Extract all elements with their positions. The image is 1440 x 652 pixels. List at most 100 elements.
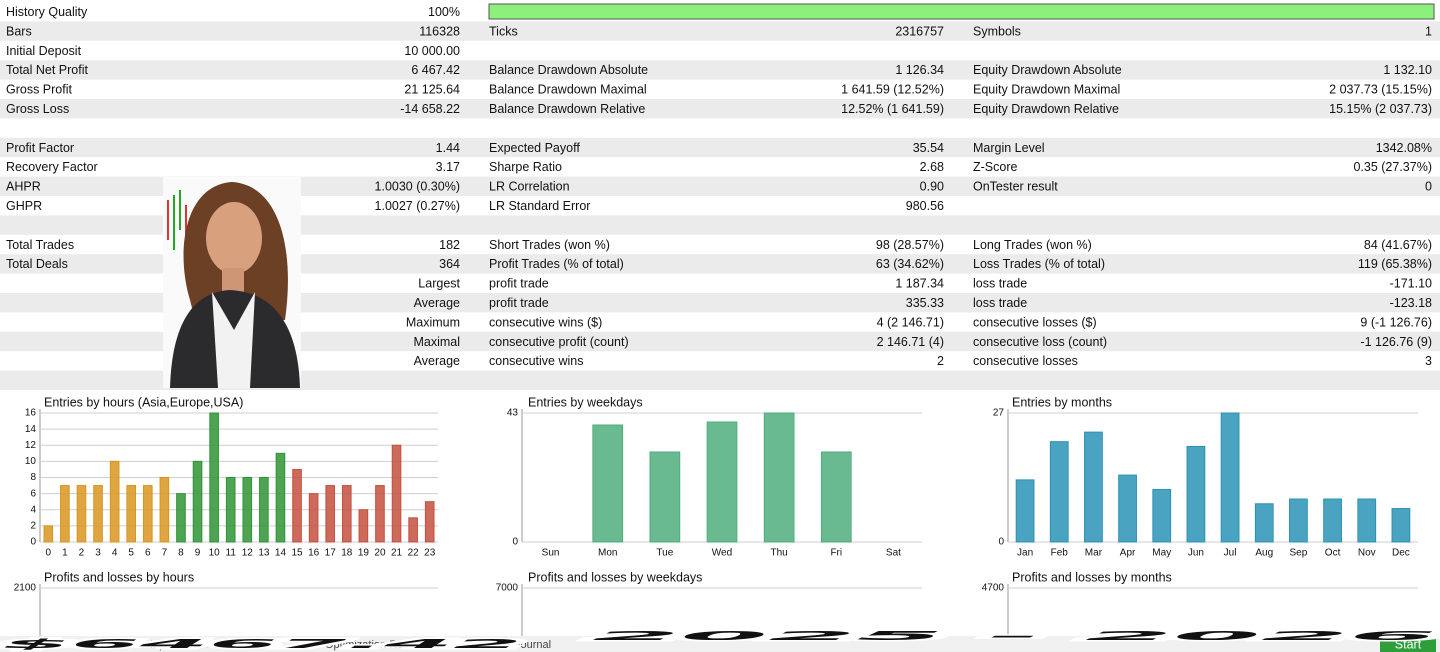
y-tick-label: 16	[25, 408, 37, 419]
stat-label: Balance Drawdown Maximal	[489, 83, 647, 97]
stat-value: 9 (-1 126.76)	[1360, 315, 1432, 329]
x-tick-label: 1	[62, 548, 68, 559]
chart-title: Profits and losses by weekdays	[528, 570, 702, 584]
start-label[interactable]: Start	[1395, 637, 1422, 651]
stat-value: Maximal	[413, 335, 460, 349]
stat-label: Equity Drawdown Relative	[973, 102, 1119, 116]
x-tick-label: Tue	[656, 548, 673, 559]
stat-label: Recovery Factor	[6, 160, 98, 174]
stat-label: Gross Loss	[6, 102, 69, 116]
stat-label: Loss Trades (% of total)	[973, 257, 1105, 271]
stat-label: Equity Drawdown Absolute	[973, 63, 1122, 77]
x-tick-label: Apr	[1120, 548, 1136, 559]
bar	[706, 421, 738, 543]
y-tick-label: 2	[30, 521, 36, 532]
x-tick-label: 9	[195, 548, 201, 559]
x-tick-label: 12	[242, 548, 254, 559]
y-tick-label: 10	[25, 456, 37, 467]
stat-label: Sharpe Ratio	[489, 160, 562, 174]
stat-value: 4 (2 146.71)	[877, 315, 944, 329]
stat-label: consecutive profit (count)	[489, 335, 629, 349]
stat-value: 0.90	[920, 180, 944, 194]
bar	[76, 485, 87, 543]
y-tick-label: 8	[30, 472, 36, 483]
stat-label: LR Standard Error	[489, 199, 590, 213]
x-tick-label: Dec	[1392, 548, 1410, 559]
bar	[43, 525, 54, 543]
x-tick-label: Jul	[1224, 548, 1237, 559]
stat-value: 1 187.34	[895, 277, 944, 291]
tab-strip	[0, 636, 1440, 652]
x-tick-label: 10	[209, 548, 221, 559]
bar	[820, 451, 852, 543]
x-tick-label: 16	[308, 548, 320, 559]
x-tick-label: Sep	[1290, 548, 1308, 559]
bar	[1118, 474, 1137, 543]
stat-value: Average	[414, 354, 460, 368]
stat-label: Symbols	[973, 24, 1021, 38]
bar	[341, 485, 352, 543]
tab[interactable]: Backtest	[205, 639, 247, 651]
x-tick-label: 3	[95, 548, 101, 559]
x-tick-label: May	[1152, 548, 1171, 559]
bar	[1323, 498, 1342, 543]
bar	[1254, 503, 1274, 543]
start-button[interactable]	[1380, 637, 1436, 652]
bar	[142, 485, 153, 543]
stat-value: 1.0030 (0.30%)	[375, 180, 460, 194]
stat-value: -1 126.76 (9)	[1360, 335, 1432, 349]
bar	[192, 460, 203, 543]
x-tick-label: 5	[128, 548, 134, 559]
stat-value: 1342.08%	[1376, 141, 1432, 155]
stat-value: Largest	[418, 277, 460, 291]
stat-label: LR Correlation	[489, 180, 570, 194]
bar	[209, 412, 219, 543]
bar	[408, 517, 418, 543]
x-tick-label: Feb	[1051, 548, 1069, 559]
x-tick-label: 18	[341, 548, 353, 559]
profit-overlay: $6467.42	[2, 636, 522, 651]
stat-label: Bars	[6, 24, 32, 38]
x-tick-label: 8	[178, 548, 184, 559]
bar	[1357, 498, 1377, 543]
x-tick-label: 13	[258, 548, 270, 559]
x-tick-label: 22	[408, 548, 420, 559]
x-tick-label: 11	[226, 548, 237, 559]
stat-label: consecutive losses ($)	[973, 315, 1097, 329]
stat-value: 1.44	[436, 141, 460, 155]
x-tick-label: Sun	[542, 548, 560, 559]
stat-label: profit trade	[489, 277, 549, 291]
x-tick-label: 23	[424, 548, 436, 559]
stat-label: Margin Level	[973, 141, 1045, 155]
row-background	[0, 60, 1440, 80]
x-tick-label: Aug	[1255, 548, 1273, 559]
stat-value: 2.68	[920, 160, 944, 174]
x-tick-label: 21	[391, 548, 403, 559]
bar	[1015, 479, 1035, 543]
stat-label: consecutive loss (count)	[973, 335, 1107, 349]
stat-label: Equity Drawdown Maximal	[973, 83, 1120, 97]
stat-label: Balance Drawdown Relative	[489, 102, 645, 116]
bar	[159, 477, 170, 543]
bar	[109, 460, 120, 543]
stat-label: Total Trades	[6, 238, 74, 252]
chart-title: Profits and losses by hours	[44, 570, 194, 584]
y-tick-label: 27	[993, 408, 1005, 419]
stat-value: 1 132.10	[1383, 63, 1432, 77]
stat-label: Total Deals	[6, 257, 68, 271]
tab[interactable]: Optimization Results	[325, 639, 426, 651]
stat-label: Gross Profit	[6, 83, 73, 97]
quality-bar	[488, 3, 1435, 20]
charts: Entries by hours (Asia,Europe,USA) 0 2 4 6 8 1…	[14, 395, 1418, 640]
y-tick-label: 0	[998, 537, 1004, 548]
bar	[592, 424, 624, 543]
bar	[424, 501, 435, 543]
bar	[176, 493, 186, 543]
tab[interactable]: Journal	[515, 639, 551, 651]
stat-value: 182	[439, 238, 460, 252]
row-background	[0, 99, 1440, 119]
x-tick-label: Mon	[598, 548, 617, 559]
stat-label: Total Net Profit	[6, 63, 89, 77]
tab[interactable]: Inputs	[150, 639, 180, 651]
